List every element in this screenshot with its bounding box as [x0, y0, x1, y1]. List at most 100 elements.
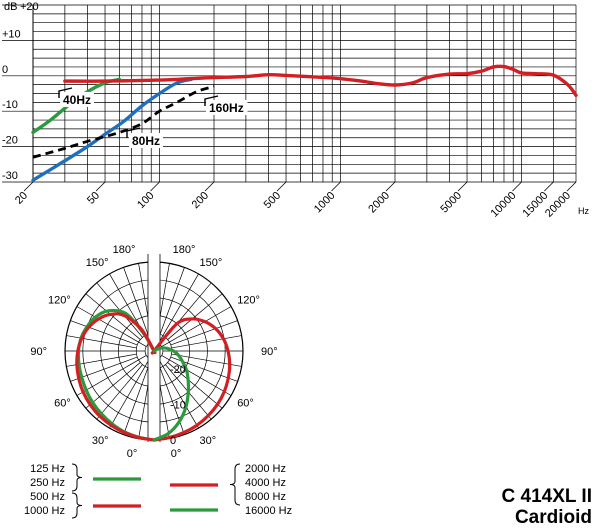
x-tick-label: 10000	[489, 190, 519, 220]
polar-angle-label: 0°	[171, 448, 182, 460]
polar-angle-label: 30°	[200, 435, 217, 447]
polar-spoke	[170, 320, 238, 346]
y-tick-label: -20	[2, 135, 18, 147]
polar-spoke	[85, 362, 141, 409]
annotation-mark	[204, 95, 219, 106]
polar-spoke	[70, 320, 138, 346]
polar-angle-label: 120°	[237, 295, 260, 307]
legend-brace	[71, 463, 83, 492]
legend-label-left: 125 Hz	[30, 463, 65, 475]
frequency-response-chart: +20 +10 0 -10 -20 -30 dB 20 50 100 200 500 1000 2000 5…	[2, 1, 589, 220]
x-axis-label: Hz	[578, 206, 589, 216]
polar-spoke	[167, 362, 223, 409]
polar-curve-right-1	[152, 346, 191, 442]
polar-angle-label: 150°	[86, 257, 109, 269]
legend-brace	[229, 463, 241, 506]
polar-angle-label: 60°	[237, 398, 254, 410]
legend-label-right: 8000 Hz	[245, 491, 286, 503]
polar-spoke	[85, 293, 141, 340]
polar-legend: 125 Hz 250 Hz 500 Hz 1000 Hz 2000 Hz 4000 Hz 8…	[24, 463, 292, 519]
annotation-mark	[58, 87, 73, 98]
polar-pattern-chart: 180° 180° 150° 150° 120° 120° 90° 90° 60° 60° 30° 3…	[24, 244, 292, 519]
annotation-2: 160Hz	[204, 95, 248, 115]
polar-spoke	[76, 306, 147, 347]
x-tick-label: 1000	[312, 190, 338, 216]
polar-angle-label: 180°	[173, 244, 196, 256]
annotation-bg	[129, 133, 163, 148]
annotation-bg	[206, 100, 248, 115]
polar-radial-label: -20	[170, 364, 186, 376]
polar-spoke	[161, 306, 232, 347]
polar-angle-label: 0°	[127, 448, 138, 460]
y-tick-label: +20	[20, 1, 39, 13]
polar-angle-label: 30°	[92, 435, 109, 447]
x-tick-line	[150, 181, 160, 192]
annotation-label: 80Hz	[132, 134, 160, 148]
polar-spoke	[96, 364, 143, 420]
polar-angle-label: 180°	[113, 244, 136, 256]
legend-label-left: 250 Hz	[30, 477, 65, 489]
series-line-1	[31, 77, 194, 182]
x-tick-line	[512, 181, 522, 192]
polar-spoke	[167, 293, 223, 340]
polar-angle-label: 60°	[54, 398, 71, 410]
x-tick-line	[95, 181, 106, 192]
x-tick-label: 500	[262, 190, 283, 211]
polar-spoke	[159, 267, 185, 335]
polar-spoke	[123, 267, 149, 335]
polar-angle-label: 120°	[48, 295, 71, 307]
x-tick-line	[457, 181, 468, 192]
polar-radial-label: 0	[170, 435, 176, 447]
legend-brace	[71, 492, 83, 519]
legend-label-left: 1000 Hz	[24, 505, 65, 517]
annotation-label: 160Hz	[209, 101, 244, 115]
annotation-bg	[60, 92, 94, 107]
y-tick-labels: +20 +10 0 -10 -20 -30	[2, 1, 39, 183]
annotation-0: 40Hz	[58, 87, 94, 107]
x-tick-label: 5000	[438, 190, 464, 216]
polar-angle-label: 90°	[261, 346, 278, 358]
x-tick-label: 2000	[366, 190, 392, 216]
x-tick-label: 20000	[543, 190, 573, 220]
legend-label-right: 16000 Hz	[245, 505, 292, 517]
polar-spoke	[158, 273, 199, 344]
y-tick-label: -30	[2, 170, 18, 182]
x-tick-line	[204, 181, 215, 192]
x-tick-label: 50	[85, 190, 102, 207]
y-tick-label: +10	[2, 28, 21, 40]
polar-spoke	[109, 358, 150, 429]
polar-angle-label: 150°	[200, 257, 223, 269]
annotation-1: 80Hz	[126, 127, 163, 148]
polar-spoke	[158, 358, 199, 429]
y-tick-label: 0	[2, 64, 8, 76]
polar-spoke	[171, 335, 242, 349]
polar-pattern-name: Cardioid	[514, 507, 592, 528]
model-caption: C 414XL II Cardioid	[502, 486, 592, 528]
annotation-label: 40Hz	[63, 93, 91, 107]
x-tick-line	[331, 181, 341, 192]
legend-label-left: 500 Hz	[30, 491, 65, 503]
grid	[32, 4, 577, 183]
polar-spoke	[76, 355, 147, 396]
y-tick-label: -10	[2, 99, 18, 111]
polar-radial-label: -10	[170, 399, 186, 411]
polar-spoke	[123, 367, 149, 435]
x-tick-line	[276, 181, 287, 192]
polar-spoke	[159, 367, 185, 435]
annotation-mark	[126, 127, 141, 138]
polar-curve-left-1	[75, 312, 157, 442]
series-line-2	[32, 85, 215, 159]
x-tick-line	[385, 181, 396, 192]
polar-angle-label: 90°	[30, 346, 47, 358]
legend-label-right: 2000 Hz	[245, 463, 286, 475]
y-axis-label: dB	[4, 1, 17, 13]
x-tick-line	[566, 181, 577, 192]
x-tick-line	[23, 181, 34, 192]
polar-spoke	[161, 355, 232, 396]
x-tick-label: 200	[190, 190, 211, 211]
x-tick-label: 100	[135, 190, 156, 211]
x-tick-label: 20	[13, 190, 30, 207]
x-tick-line	[544, 181, 554, 192]
